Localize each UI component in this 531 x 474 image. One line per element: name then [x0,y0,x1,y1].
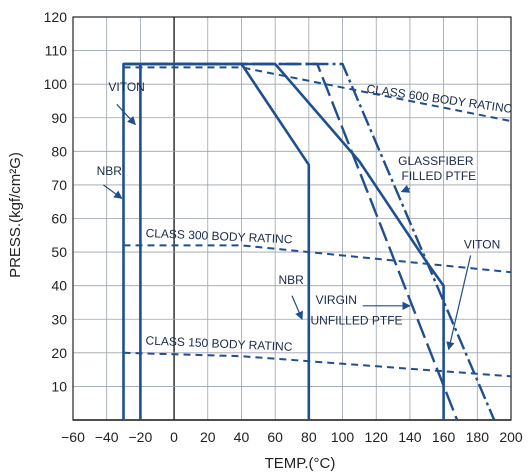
leader-arrow [449,255,471,349]
x-tick-label: −40 [95,429,119,445]
annotation-nbr-left: NBR [97,164,123,178]
y-axis-label: PRESS.(kgf/cm²G) [7,152,24,278]
y-tick-label: 30 [51,311,67,327]
y-tick-label: 60 [51,211,67,227]
y-tick-label: 70 [51,177,67,193]
series-class-300-body-rating [124,245,512,272]
x-tick-label: −20 [129,429,153,445]
x-tick-label: 160 [432,429,456,445]
x-axis-label: TEMP.(°C) [265,455,336,472]
x-tick-label: 40 [234,429,250,445]
leader-arrow [292,296,302,320]
y-tick-label: 110 [45,43,68,59]
x-tick-label: 120 [365,429,389,445]
y-tick-label: 20 [51,345,67,361]
annotation-class150: CLASS 150 BODY RATINC [145,333,293,353]
x-tick-label: 0 [170,429,178,445]
leader-arrow [103,185,122,198]
x-tick-label: 20 [200,429,216,445]
annotation-glassfiber-2: FILLED PTFE [402,169,477,183]
annotation-viton-right: VITON [464,238,500,252]
annotation-glassfiber-1: GLASSFIBER [398,154,474,168]
series-class-150-body-rating [124,353,512,377]
y-tick-label: 10 [51,378,67,394]
x-tick-label: 200 [499,429,523,445]
annotation-virgin-2: UNFILLED PTFE [311,313,403,327]
x-tick-label: 60 [267,429,283,445]
annotation-nbr-mid: NBR [279,273,305,287]
y-tick-label: 120 [44,9,68,25]
x-tick-label: 180 [466,429,490,445]
annotation-class600: CLASS 600 BODY RATINC [366,82,514,116]
x-tick-label: 140 [398,429,422,445]
y-tick-label: 100 [44,76,68,92]
y-tick-label: 50 [51,244,67,260]
annotation-class300: CLASS 300 BODY RATINC [145,226,293,246]
x-tick-label: −60 [61,429,85,445]
annotation-group: VITON NBR CLASS 600 BODY RATINC GLASSFIBERF… [97,80,514,354]
y-tick-label: 80 [51,143,67,159]
leader-arrow [402,188,410,191]
x-tick-label: 100 [331,429,355,445]
y-tick-label: 40 [51,278,67,294]
y-tick-label: 90 [51,110,67,126]
x-tick-label: 80 [301,429,317,445]
annotation-virgin-1: VIRGIN [316,293,357,307]
leader-arrow [117,104,136,124]
annotation-viton-left: VITON [108,80,144,94]
